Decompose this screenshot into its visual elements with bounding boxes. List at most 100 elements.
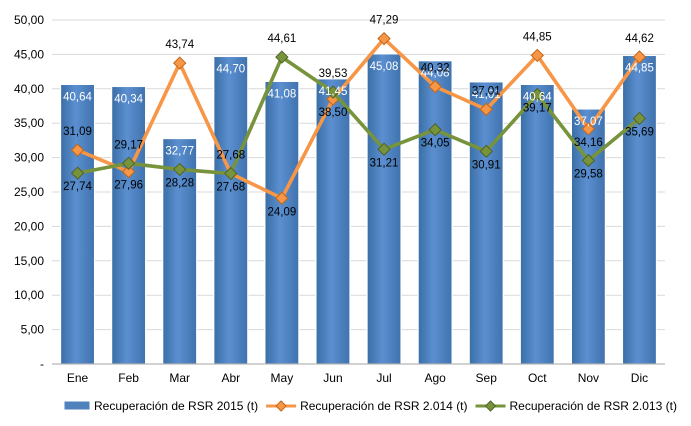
point-value-label: 44,62 xyxy=(625,33,654,45)
bar-value-label: 41,08 xyxy=(267,88,296,100)
x-tick-label: Mar xyxy=(169,371,190,385)
point-value-label: 35,69 xyxy=(625,126,654,138)
bar-2015 xyxy=(417,60,453,365)
y-tick-label: 15,00 xyxy=(14,254,44,268)
bar-2015 xyxy=(264,80,300,365)
point-value-label: 27,68 xyxy=(216,182,245,194)
legend-marker xyxy=(484,400,497,412)
series-point xyxy=(224,166,238,181)
point-value-label: 34,05 xyxy=(421,138,450,150)
legend-label: Recuperación de RSR 2.013 (t) xyxy=(510,399,677,413)
y-tick-label: 50,00 xyxy=(14,13,44,27)
bar-value-label: 44,08 xyxy=(421,68,450,80)
point-value-label: 31,09 xyxy=(63,126,92,138)
legend-label: Recuperación de RSR 2.014 (t) xyxy=(300,399,467,413)
bar-2015 xyxy=(366,53,402,365)
series-point xyxy=(275,50,289,64)
point-value-label: 39,53 xyxy=(319,68,348,80)
point-value-label: 29,17 xyxy=(114,139,143,151)
x-tick-label: May xyxy=(271,371,294,385)
legend-item: Recuperación de RSR 2015 (t) xyxy=(63,399,258,413)
x-tick-label: Sep xyxy=(476,371,498,385)
series-point xyxy=(632,50,647,64)
bar-value-label: 44,70 xyxy=(216,63,245,75)
point-value-label: 28,28 xyxy=(165,177,194,189)
series-point xyxy=(479,144,493,159)
point-value-label: 39,17 xyxy=(523,103,552,115)
y-axis-ticks: - 5,00 10,00 15,00 20,00 25,00 30,00 35,00 40,00… xyxy=(14,13,44,371)
y-tick-label: - xyxy=(40,357,44,371)
bar-value-label: 44,85 xyxy=(625,62,654,74)
bar-2015 xyxy=(519,83,555,365)
data-labels: 40,64 40,34 32,77 44,70 41,08 41,45 45,08 44,08… xyxy=(63,15,654,219)
legend-swatch xyxy=(63,400,91,411)
x-tick-label: Feb xyxy=(118,371,139,385)
bar-value-label: 40,64 xyxy=(523,91,552,103)
point-value-label: 37,01 xyxy=(472,85,501,97)
y-tick-label: 25,00 xyxy=(14,185,44,199)
point-value-label: 38,50 xyxy=(319,107,348,119)
series-point xyxy=(530,48,544,63)
bar-2015 xyxy=(213,55,249,365)
y-tick-label: 45,00 xyxy=(14,47,44,61)
point-value-label: 44,61 xyxy=(267,33,296,45)
x-tick-label: Oct xyxy=(528,371,547,385)
series-point xyxy=(70,166,85,180)
series-point xyxy=(530,87,544,102)
bar-value-label: 41,01 xyxy=(472,89,501,101)
series-point xyxy=(70,143,85,157)
series-point xyxy=(428,79,442,94)
y-tick-label: 10,00 xyxy=(14,288,44,302)
x-tick-label: Ene xyxy=(67,371,89,385)
point-value-label: 27,68 xyxy=(216,150,245,162)
x-tick-label: Jun xyxy=(323,371,342,385)
series-point xyxy=(581,122,596,136)
y-tick-label: 35,00 xyxy=(14,116,44,130)
y-tick-label: 40,00 xyxy=(14,82,44,96)
bar-2015 xyxy=(315,78,351,365)
series-point xyxy=(173,56,187,70)
series-point xyxy=(173,162,187,177)
series-point xyxy=(121,156,136,171)
series-point xyxy=(377,142,391,156)
x-axis-ticks: Ene Feb Mar Abr May Jun Jul Ago Sep Oct Nov Dic xyxy=(67,371,648,385)
series-point xyxy=(326,85,340,99)
bar-value-label: 40,34 xyxy=(114,93,143,105)
series-point xyxy=(479,102,493,117)
bar-2015 xyxy=(468,81,504,365)
x-tick-label: Abr xyxy=(221,371,240,385)
bar-value-label: 37,07 xyxy=(574,116,603,128)
point-value-label: 27,74 xyxy=(63,181,92,193)
x-tick-label: Jul xyxy=(376,371,391,385)
point-value-label: 31,21 xyxy=(370,157,399,169)
line-series xyxy=(70,31,647,205)
series-point xyxy=(275,191,289,205)
point-value-label: 43,74 xyxy=(165,39,194,51)
gridlines xyxy=(52,19,665,331)
bar-value-label: 32,77 xyxy=(165,146,194,158)
point-value-label: 24,09 xyxy=(267,206,296,218)
point-value-label: 30,91 xyxy=(472,159,501,171)
bar-value-label: 40,64 xyxy=(63,91,92,103)
y-tick-label: 5,00 xyxy=(21,323,45,337)
point-value-label: 29,58 xyxy=(574,168,603,180)
legend-label: Recuperación de RSR 2015 (t) xyxy=(94,399,258,413)
series-point xyxy=(581,153,596,168)
point-value-label: 27,96 xyxy=(114,180,143,192)
series-point xyxy=(121,164,136,179)
bar-2015 xyxy=(621,54,658,365)
legend-marker xyxy=(275,400,287,412)
series-point xyxy=(632,111,647,126)
legend: Recuperación de RSR 2015 (t) Recuperación… xyxy=(63,399,677,413)
x-tick-label: Ago xyxy=(424,371,446,385)
x-tick-label: Nov xyxy=(578,371,599,385)
bar-2015 xyxy=(111,85,147,365)
series-point xyxy=(428,123,442,137)
point-value-label: 44,85 xyxy=(523,31,552,43)
bar-value-label: 45,08 xyxy=(370,61,399,73)
y-tick-label: 30,00 xyxy=(14,151,44,165)
point-value-label: 47,29 xyxy=(370,15,399,27)
series-line xyxy=(77,55,641,176)
y-tick-label: 20,00 xyxy=(14,219,44,233)
